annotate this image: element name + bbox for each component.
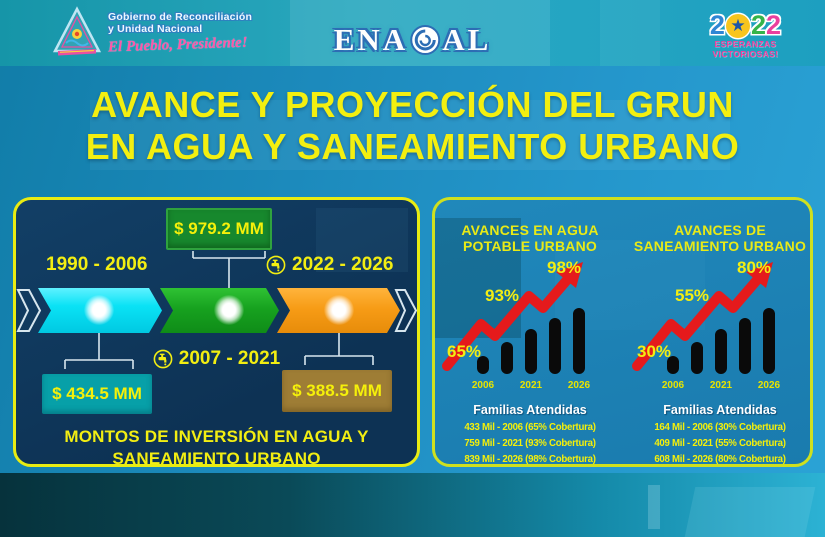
gov-name-line1: Gobierno de Reconciliación: [108, 11, 253, 23]
period-text: 2022 - 2026: [292, 254, 394, 275]
faucet-icon: [266, 255, 286, 275]
period-label-1990-2006: 1990 - 2006: [46, 254, 147, 276]
page-title: AVANCE Y PROYECCIÓN DEL GRUN EN AGUA Y S…: [0, 84, 825, 168]
water-families-row: 839 Mil - 2026 (98% Cobertura): [464, 453, 596, 465]
bar: [549, 318, 561, 374]
year-2022-digits: 2 ★ 2 2: [710, 12, 781, 39]
fsln-triangle-icon: [52, 6, 102, 56]
investment-amount-2007-2021: $ 979.2 MM: [166, 208, 272, 250]
sanitation-families-row: 409 Mil - 2021 (55% Cobertura): [654, 437, 786, 449]
background-photo-shape: [684, 487, 816, 537]
period-label-2007-2021: 2007 - 2021: [16, 348, 417, 370]
year-2022-tagline-1: ESPERANZAS: [714, 39, 777, 49]
axis-year-label: 2026: [567, 380, 591, 391]
axis-year-label: 2021: [709, 380, 733, 391]
background-photo-shape: [316, 208, 408, 272]
water-families-row: 433 Mil - 2006 (65% Cobertura): [464, 421, 596, 433]
axis-year-label: 2006: [661, 380, 685, 391]
government-logo-text: Gobierno de Reconciliación y Unidad Naci…: [108, 11, 252, 58]
glow-dot: [84, 295, 114, 325]
enacal-logo: ENA AL: [334, 22, 492, 58]
enacal-text-left: ENA: [333, 22, 409, 57]
caption-line-2: SANEAMIENTO URBANO: [112, 449, 321, 468]
investment-caption: MONTOS DE INVERSIÓN EN AGUA Y SANEAMIENT…: [16, 426, 417, 470]
sanitation-axis-years: 2006 2021 2026: [631, 380, 809, 392]
amount-value: $ 434.5 MM: [52, 384, 142, 403]
glow-dot: [214, 295, 244, 325]
bar: [739, 318, 751, 374]
water-axis-years: 2006 2021 2026: [441, 380, 619, 392]
bar: [477, 356, 489, 374]
title-line-2: EN AGUA Y SANEAMIENTO URBANO: [85, 126, 740, 167]
header: Gobierno de Reconciliación y Unidad Naci…: [0, 0, 825, 70]
sanitation-families-row: 608 Mil - 2026 (80% Cobertura): [654, 453, 786, 465]
water-pct-2021: 93%: [485, 286, 520, 305]
digit-2-green: 2: [750, 10, 766, 40]
sanitation-chart-title: AVANCES DE SANEAMIENTO URBANO: [631, 222, 809, 254]
sanitation-families-row: 164 Mil - 2006 (30% Cobertura): [654, 421, 786, 433]
year-2022-tagline-2: VICTORIOSAS!: [712, 49, 779, 59]
bar: [715, 329, 727, 374]
enacal-text-right: AL: [442, 22, 492, 57]
water-pct-2026: 98%: [547, 258, 582, 277]
gov-name-line2: y Unidad Nacional: [108, 23, 203, 35]
faucet-icon: [153, 349, 173, 369]
water-pct-2006: 65%: [447, 342, 482, 361]
axis-year-label: 2006: [471, 380, 495, 391]
government-logo: Gobierno de Reconciliación y Unidad Naci…: [52, 6, 252, 58]
water-chart-title: AVANCES EN AGUA POTABLE URBANO: [441, 222, 619, 254]
sanitation-families-title: Familias Atendidas: [663, 403, 777, 417]
sanitation-pct-2026: 80%: [737, 258, 772, 277]
water-families-row: 759 Mil - 2021 (93% Cobertura): [464, 437, 596, 449]
investment-panel: $ 979.2 MM 1990 - 2006 2022 - 2026: [13, 197, 420, 470]
amount-value: $ 979.2 MM: [174, 219, 264, 238]
investment-amount-2022-2026: $ 388.5 MM: [282, 370, 392, 412]
title-line-1: AVANCE Y PROYECCIÓN DEL GRUN: [91, 84, 734, 125]
trend-arrow-icon: [442, 262, 583, 371]
gov-slogan: El Pueblo, Presidente!: [107, 34, 248, 56]
bar: [573, 308, 585, 374]
bar: [691, 342, 703, 374]
digit-2-blue: 2: [709, 10, 725, 40]
background-photo-shape: [600, 0, 660, 66]
chevron-outline-start-icon: [16, 289, 42, 332]
star-icon: ★: [725, 13, 750, 38]
bar: [667, 356, 679, 374]
investment-amount-1990-2006: $ 434.5 MM: [42, 374, 152, 414]
enacal-swirl-icon: [410, 25, 441, 55]
footer-photo-band: [0, 473, 825, 537]
water-chart-title-line2: POTABLE URBANO: [463, 238, 597, 254]
sanitation-pct-2021: 55%: [675, 286, 710, 305]
year-2022-logo: 2 ★ 2 2 ESPERANZAS VICTORIOSAS!: [710, 12, 781, 60]
axis-year-label: 2021: [519, 380, 543, 391]
coverage-panel: AVANCES EN AGUA POTABLE URBANO 65% 93% 9…: [432, 197, 813, 467]
bar: [501, 342, 513, 374]
period-text: 2007 - 2021: [178, 348, 281, 369]
sanitation-chart-title-line1: AVANCES DE: [674, 222, 766, 238]
background-photo-shape: [90, 100, 730, 170]
chevron-outline-end-icon: [394, 289, 418, 332]
water-families-title: Familias Atendidas: [473, 403, 587, 417]
water-chart-title-line1: AVANCES EN AGUA: [461, 222, 599, 238]
bar: [763, 308, 775, 374]
trend-arrow-icon: [632, 262, 773, 371]
sanitation-chart-title-line2: SANEAMIENTO URBANO: [633, 238, 807, 254]
glow-dot: [324, 295, 354, 325]
period-label-2022-2026: 2022 - 2026: [266, 254, 393, 276]
connector-lines: [64, 251, 374, 369]
investment-timeline: [16, 288, 418, 333]
water-coverage-chart: AVANCES EN AGUA POTABLE URBANO 65% 93% 9…: [441, 200, 619, 465]
period-text: 1990 - 2006: [46, 254, 148, 275]
amount-value: $ 388.5 MM: [292, 381, 382, 400]
sanitation-pct-2006: 30%: [637, 342, 672, 361]
bar: [525, 329, 537, 374]
digit-2-pink: 2: [765, 10, 781, 40]
sanitation-coverage-chart: AVANCES DE SANEAMIENTO URBANO 30% 55% 80…: [631, 200, 809, 465]
axis-year-label: 2026: [757, 380, 781, 391]
caption-line-1: MONTOS DE INVERSIÓN EN AGUA Y: [64, 427, 369, 446]
background-photo-shape: [648, 485, 660, 529]
